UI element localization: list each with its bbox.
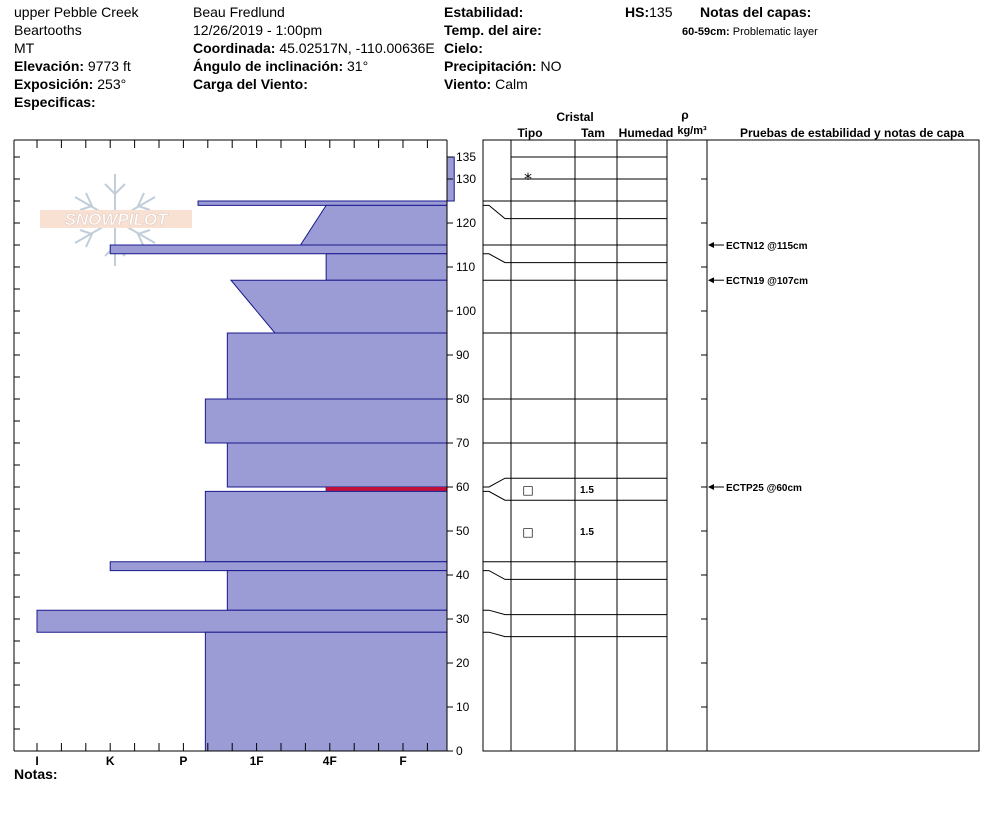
hardness-label-I: I	[35, 754, 38, 768]
hardness-layer-6	[226, 332, 448, 400]
hardness-layer-7	[204, 398, 448, 444]
hardness-layer-3	[109, 244, 448, 255]
col-type-header: Tipo	[517, 126, 542, 140]
wind: Viento: Calm	[444, 76, 528, 92]
table-frame	[482, 139, 980, 752]
layer-connector-11	[483, 570, 511, 580]
hardness-layer-14	[204, 631, 448, 752]
layer-connector-8	[483, 477, 511, 488]
col-moisture-header: Humedad	[619, 126, 674, 140]
sky-label: Cielo:	[444, 40, 483, 56]
hardness-layer-1	[197, 200, 448, 206]
air-temp-label: Temp. del aire:	[444, 22, 542, 38]
observation-datetime: 12/26/2019 - 1:00pm	[193, 22, 323, 38]
depth-label-100: 100	[456, 304, 476, 318]
depth-label-60: 60	[456, 480, 470, 494]
test-label-1: ECTN19 @107cm	[726, 276, 808, 287]
state: MT	[14, 40, 35, 56]
observer-name: Beau Fredlund	[193, 4, 285, 20]
col-density-unit-header: kg/m³	[677, 125, 707, 137]
layer-connector-12	[483, 609, 511, 616]
depth-label-110: 110	[456, 260, 475, 274]
col-rho-header: ρ	[681, 108, 688, 122]
layer-table: * □ 1.5 □ 1.5 ECTN12 @115cm ECTN19 @107cm ECTP2…	[482, 139, 980, 752]
test-arrow-head-1	[708, 277, 714, 284]
depth-label-20: 20	[456, 656, 470, 670]
depth-label-70: 70	[456, 436, 470, 450]
precipitation: Precipitación: NO	[444, 58, 562, 74]
hardness-label-P: P	[179, 754, 187, 768]
depth-label-135: 135	[456, 150, 476, 164]
layer-connector-3	[483, 253, 511, 264]
test-arrow-head-0	[708, 242, 714, 248]
stability-label: Estabilidad:	[444, 4, 524, 20]
layer-note-item: 60-59cm: Problematic layer	[682, 26, 818, 38]
hardness-label-1F: 1F	[250, 754, 264, 768]
col-tests-header: Pruebas de estabilidad y notas de capa	[740, 126, 964, 140]
slope-angle: Ángulo de inclinación: 31°	[193, 58, 369, 74]
col-size-header: Tam	[581, 126, 605, 140]
depth-label-30: 30	[456, 612, 470, 626]
hardness-profile	[36, 156, 455, 752]
aspect: Exposición: 253°	[14, 76, 127, 92]
crystal-size-1: 1.5	[580, 485, 594, 496]
depth-label-120: 120	[456, 216, 476, 230]
snowpilot-logo: SNOWPILOT	[40, 174, 192, 266]
crystal-symbol-0: *	[524, 169, 532, 188]
chart-axes: I K P 1F 4F F 0 10 20 30 40 50 60 70 80 90 100 110 120 130 1…	[13, 139, 476, 768]
depth-label-130: 130	[456, 172, 476, 186]
hardness-layer-10	[204, 490, 448, 563]
coordinates: Coordinada: 45.02517N, -110.00636E	[193, 40, 435, 56]
mountain-range: Beartooths	[14, 22, 82, 38]
layer-notes-title: Notas del capas:	[700, 4, 812, 20]
hardness-label-K: K	[106, 754, 115, 768]
depth-label-90: 90	[456, 348, 470, 362]
location-name: upper Pebble Creek	[14, 4, 139, 20]
crystal-size-2: 1.5	[580, 527, 594, 538]
weak-layer-marker	[326, 487, 447, 492]
hardness-layer-8	[226, 442, 448, 488]
test-label-2: ECTP25 @60cm	[726, 483, 802, 494]
snowpilot-logo-text: SNOWPILOT	[65, 210, 170, 229]
wind-loading: Carga del Viento:	[193, 76, 308, 92]
layer-connector-1	[483, 204, 511, 220]
depth-label-40: 40	[456, 568, 470, 582]
col-crystal-header: Cristal	[556, 110, 593, 124]
layer-connector-13	[483, 631, 511, 638]
depth-label-80: 80	[456, 392, 470, 406]
depth-label-50: 50	[456, 524, 470, 538]
depth-label-10: 10	[456, 700, 470, 714]
crystal-symbol-2: □	[522, 525, 533, 539]
notes-label: Notas:	[14, 766, 58, 782]
snow-height: HS:135	[625, 4, 673, 20]
elevation: Elevación: 9773 ft	[14, 58, 131, 74]
hardness-label-4F: 4F	[323, 754, 337, 768]
depth-label-0: 0	[456, 744, 463, 758]
crystal-symbol-1: □	[522, 483, 533, 497]
layer-connector-9	[483, 490, 511, 501]
hardness-layer-12	[226, 570, 448, 611]
specifics-label: Especificas:	[14, 94, 96, 110]
hardness-layer-13	[36, 609, 448, 633]
test-label-0: ECTN12 @115cm	[726, 241, 808, 252]
hardness-layer-4	[325, 253, 448, 281]
hardness-label-F: F	[399, 754, 406, 768]
test-arrow-head-2	[708, 484, 714, 490]
hardness-layer-2	[299, 204, 448, 246]
hardness-layer-11	[109, 561, 448, 572]
hardness-layer-5	[229, 279, 448, 334]
